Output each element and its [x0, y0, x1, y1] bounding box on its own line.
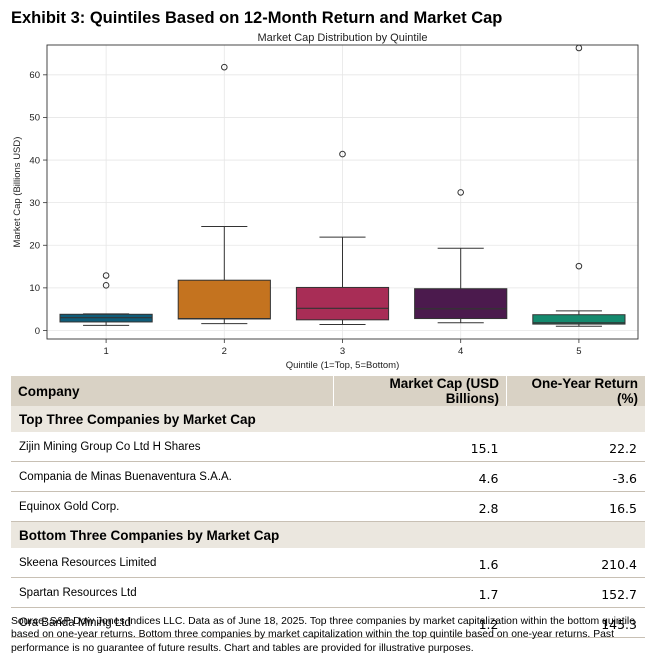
return-value: 210.4 [506, 548, 645, 578]
box-quintile-2 [177, 279, 271, 320]
y-tick-label: 30 [29, 198, 40, 209]
chart-title: Market Cap Distribution by Quintile [258, 32, 428, 44]
x-tick-label: 2 [222, 346, 227, 357]
market-cap-value: 1.6 [333, 548, 507, 578]
return-value: 16.5 [506, 491, 645, 522]
x-tick-label: 3 [340, 346, 345, 357]
group-row-bottom: Bottom Three Companies by Market Cap [11, 521, 645, 548]
chart-svg: 0 10 20 30 40 50 60 1 2 3 4 5 Market Cap Distributio… [12, 32, 639, 371]
y-tick-label: 10 [29, 283, 40, 294]
return-value: -3.6 [506, 461, 645, 492]
table-row: Zijin Mining Group Co Ltd H Shares 15.1 … [11, 432, 645, 462]
source-note: Source: S&P Dow Jones Indices LLC. Data … [11, 616, 635, 654]
return-value: 152.7 [506, 577, 645, 608]
return-value: 22.2 [506, 432, 645, 462]
header-market-cap: Market Cap (USD Billions) [333, 376, 507, 406]
companies-table: Company Market Cap (USD Billions) One-Ye… [11, 376, 645, 638]
outlier-point [575, 44, 583, 52]
boxplot-chart: 0 10 20 30 40 50 60 1 2 3 4 5 Market Cap Distributio… [0, 30, 656, 375]
outlier-point [575, 262, 583, 270]
company-name: Spartan Resources Ltd [11, 577, 334, 608]
x-tick-label: 4 [458, 346, 463, 357]
exhibit-title: Exhibit 3: Quintiles Based on 12-Month R… [11, 9, 503, 27]
company-name: Compania de Minas Buenaventura S.A.A. [11, 461, 334, 492]
market-cap-value: 2.8 [333, 491, 507, 522]
group-row-top: Top Three Companies by Market Cap [11, 406, 645, 432]
y-tick-label: 20 [29, 241, 40, 252]
box-quintile-5 [532, 314, 626, 325]
market-cap-value: 1.7 [333, 577, 507, 608]
table-header-row: Company Market Cap (USD Billions) One-Ye… [11, 376, 645, 406]
y-tick-label: 0 [35, 326, 40, 337]
y-tick-label: 40 [29, 155, 40, 166]
company-name: Equinox Gold Corp. [11, 491, 334, 522]
y-tick-label: 60 [29, 70, 40, 81]
table-row: Spartan Resources Ltd 1.7 152.7 [11, 577, 645, 608]
outlier-point [221, 63, 228, 71]
return-value: 145.3 [506, 607, 645, 638]
table-row: Compania de Minas Buenaventura S.A.A. 4.… [11, 461, 645, 492]
y-axis-label: Market Cap (Billions USD) [12, 137, 23, 248]
table-row: Ora Banda Mining Ltd 1.2 145.3 [11, 607, 645, 638]
group-label-bottom: Bottom Three Companies by Market Cap [11, 521, 645, 548]
group-label-top: Top Three Companies by Market Cap [11, 406, 645, 432]
outlier-point [457, 189, 465, 196]
outlier-point [102, 272, 110, 279]
company-name: Skeena Resources Limited [11, 548, 334, 578]
company-name: Ora Banda Mining Ltd [11, 607, 334, 638]
x-tick-label: 5 [576, 346, 581, 357]
outlier-point [102, 282, 110, 289]
x-axis-label: Quintile (1=Top, 5=Bottom) [286, 360, 400, 371]
market-cap-value: 4.6 [333, 461, 507, 492]
company-name: Zijin Mining Group Co Ltd H Shares [11, 432, 334, 462]
y-tick-label: 50 [29, 113, 40, 124]
box-quintile-4 [414, 288, 508, 320]
market-cap-value: 1.2 [333, 607, 507, 638]
table-row: Skeena Resources Limited 1.6 210.4 [11, 548, 645, 578]
table-row: Equinox Gold Corp. 2.8 16.5 [11, 491, 645, 522]
header-company: Company [11, 376, 334, 406]
box-quintile-3 [295, 286, 390, 321]
outlier-point [339, 150, 346, 158]
market-cap-value: 15.1 [333, 432, 507, 462]
x-tick-label: 1 [103, 346, 108, 357]
header-return: One-Year Return (%) [506, 376, 645, 406]
